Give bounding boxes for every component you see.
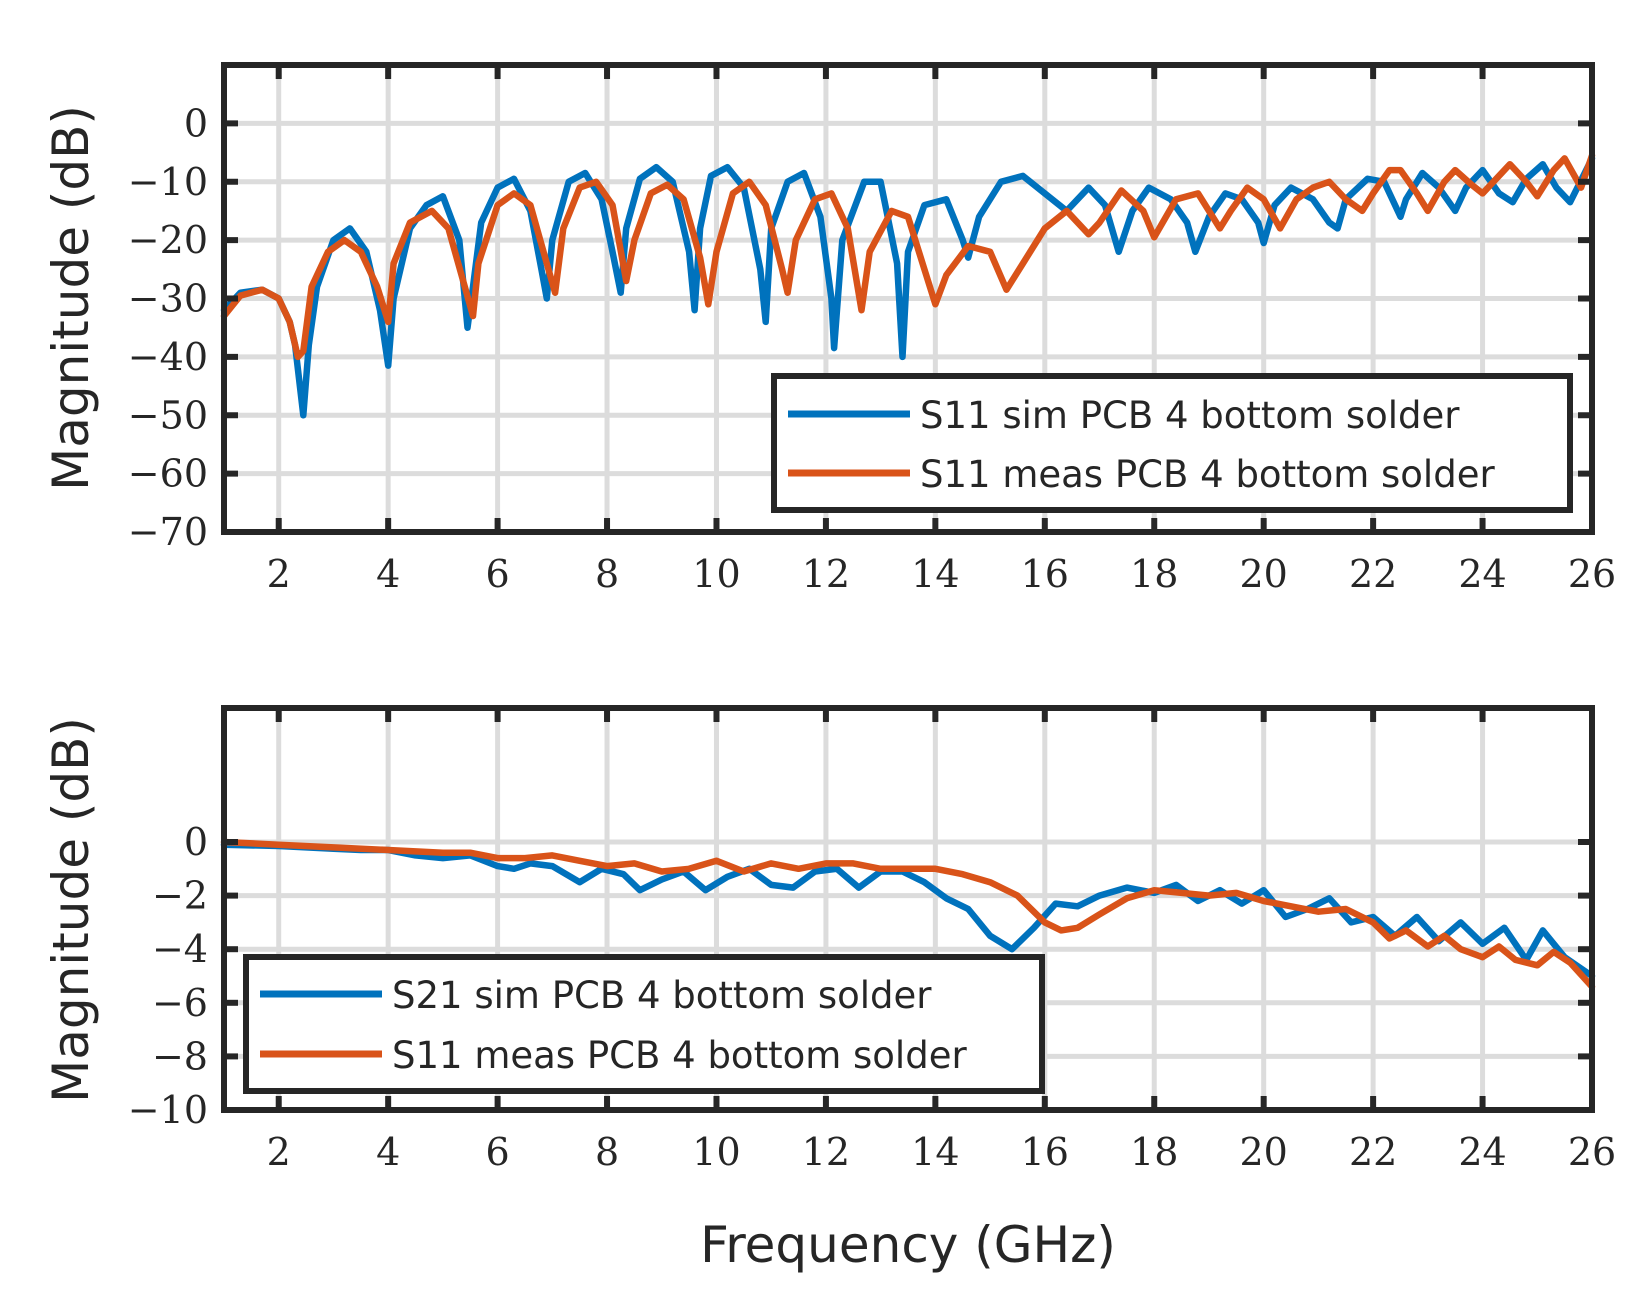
top-x-tick-label: 2 (267, 552, 291, 596)
bottom-legend-box (243, 954, 1045, 1094)
top-legend: S11 sim PCB 4 bottom solder S11 meas PCB… (771, 373, 1573, 513)
bottom-x-tick-label: 6 (486, 1130, 510, 1174)
bottom-x-tick-label: 4 (376, 1130, 400, 1174)
bottom-plot-frame (221, 705, 1595, 1113)
top-series (220, 152, 1596, 419)
bottom-y-tick-label: −8 (152, 1034, 208, 1078)
top-x-tick-label: 24 (1458, 552, 1506, 596)
top-legend-label-sim: S11 sim PCB 4 bottom solder (920, 394, 1460, 437)
top-plot: 2 4 6 8 10 12 14 16 18 20 22 24 260−10−20−30−40−50−6… (42, 62, 1616, 596)
top-x-tick-label: 10 (692, 552, 740, 596)
top-legend-box (771, 373, 1573, 513)
bottom-y-tick-label: −4 (152, 927, 208, 971)
bottom-x-tick-label: 10 (692, 1130, 740, 1174)
top-x-tick-label: 4 (376, 552, 400, 596)
top-y-tick-label: −60 (128, 452, 208, 496)
bottom-plot: 2 4 6 8 10 12 14 16 18 20 22 24 260−2−4−6−8−10 Magni… (42, 705, 1616, 1174)
top-y-tick-label: 0 (184, 101, 208, 145)
bottom-x-tick-label: 20 (1240, 1130, 1288, 1174)
bottom-y-tick-label: −2 (152, 874, 208, 918)
top-y-axis-label: Magnitude (dB) (42, 105, 100, 491)
bottom-ticks: 2 4 6 8 10 12 14 16 18 20 22 24 260−2−4−6−8−10 (128, 708, 1616, 1174)
top-x-tick-label: 26 (1568, 552, 1616, 596)
top-y-tick-label: −50 (128, 393, 208, 437)
top-legend-label-meas: S11 meas PCB 4 bottom solder (920, 453, 1495, 496)
bottom-legend-label-meas: S11 meas PCB 4 bottom solder (392, 1034, 967, 1077)
top-series-line-meas (220, 152, 1596, 361)
bottom-x-tick-label: 24 (1458, 1130, 1506, 1174)
bottom-legend: S21 sim PCB 4 bottom solder S11 meas PCB… (243, 954, 1045, 1094)
bottom-y-axis-label: Magnitude (dB) (42, 717, 100, 1103)
top-x-tick-label: 20 (1240, 552, 1288, 596)
bottom-y-tick-label: −6 (152, 981, 208, 1025)
bottom-series (220, 838, 1596, 990)
top-x-tick-label: 6 (486, 552, 510, 596)
bottom-x-tick-label: 26 (1568, 1130, 1616, 1174)
top-x-tick-label: 18 (1130, 552, 1178, 596)
bottom-x-tick-label: 16 (1021, 1130, 1069, 1174)
top-y-tick-label: −40 (128, 335, 208, 379)
bottom-x-tick-label: 8 (595, 1130, 619, 1174)
bottom-x-tick-label: 18 (1130, 1130, 1178, 1174)
bottom-series-line-meas (220, 838, 1596, 990)
bottom-x-tick-label: 22 (1349, 1130, 1397, 1174)
top-y-tick-label: −30 (128, 277, 208, 321)
top-y-tick-label: −20 (128, 218, 208, 262)
top-x-tick-label: 12 (802, 552, 850, 596)
top-series-line-sim (220, 155, 1596, 419)
bottom-y-tick-label: 0 (184, 820, 208, 864)
bottom-x-tick-label: 14 (911, 1130, 959, 1174)
bottom-y-tick-label: −10 (128, 1088, 208, 1132)
top-x-tick-label: 8 (595, 552, 619, 596)
top-ticks: 2 4 6 8 10 12 14 16 18 20 22 24 260−10−20−30−40−50−6… (128, 65, 1616, 596)
top-x-tick-label: 22 (1349, 552, 1397, 596)
bottom-legend-label-sim: S21 sim PCB 4 bottom solder (392, 974, 932, 1017)
top-y-tick-label: −70 (128, 510, 208, 554)
bottom-x-tick-label: 12 (802, 1130, 850, 1174)
x-axis-label: Frequency (GHz) (700, 1216, 1116, 1274)
top-y-tick-label: −10 (128, 160, 208, 204)
top-x-tick-label: 14 (911, 552, 959, 596)
bottom-x-tick-label: 2 (267, 1130, 291, 1174)
top-x-tick-label: 16 (1021, 552, 1069, 596)
bottom-series-line-sim (220, 841, 1596, 980)
